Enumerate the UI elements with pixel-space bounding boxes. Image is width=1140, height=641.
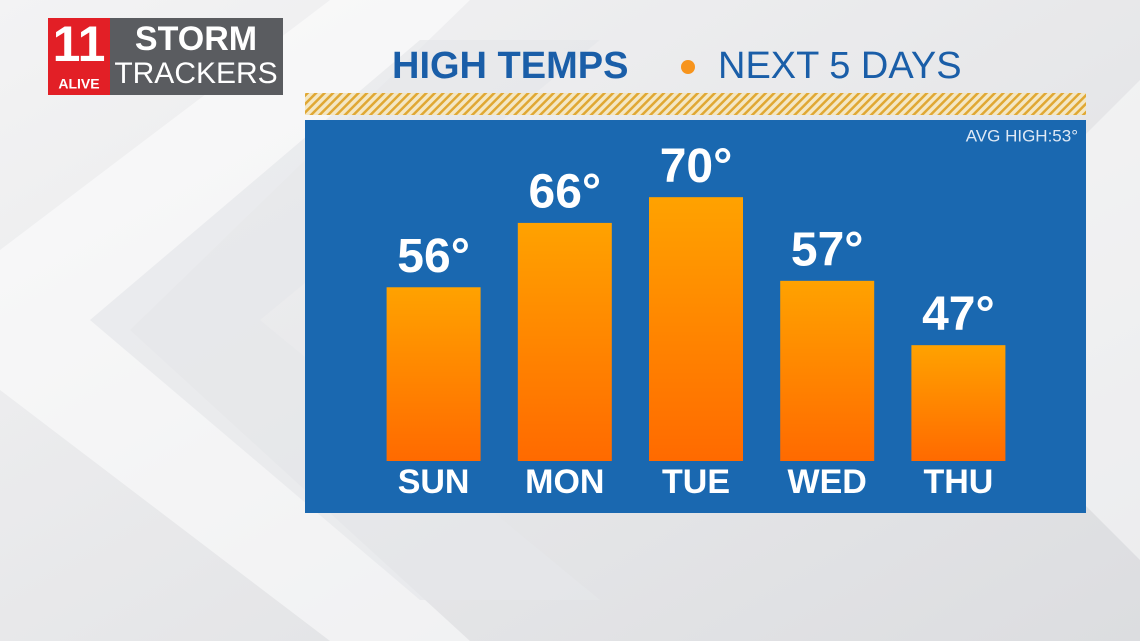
chart-subtitle: NEXT 5 DAYS [718, 45, 962, 87]
logo-red [48, 18, 110, 95]
value-label: 57° [791, 223, 864, 276]
bar [780, 280, 875, 461]
logo-line2: TRACKERS [114, 57, 277, 90]
logo-gray [110, 18, 283, 95]
title-dot [681, 60, 695, 74]
x-tick-label: THU [923, 463, 993, 501]
value-label: 66° [529, 166, 602, 219]
bar [517, 222, 612, 461]
bar [649, 197, 743, 461]
value-label: 47° [922, 288, 995, 341]
x-tick-label: SUN [398, 463, 470, 501]
stripe-band [305, 93, 1086, 115]
annotation: AVG HIGH:53° [966, 126, 1078, 145]
logo-line1: STORM [135, 20, 257, 58]
chart-title: HIGH TEMPS [392, 45, 628, 87]
value-label: 70° [660, 140, 733, 193]
logo: 11 ALIVE STORM TRACKERS [48, 16, 283, 95]
plot: 56° SUN 66° MON 70° TUE 57° WED 47° THU [386, 140, 1006, 501]
x-tick-label: MON [525, 463, 604, 501]
value-label: 56° [397, 230, 470, 283]
x-tick-label: TUE [662, 463, 730, 501]
logo-station: ALIVE [58, 76, 99, 92]
bar [386, 287, 481, 461]
bar [911, 345, 1006, 461]
logo-number: 11 [53, 16, 106, 72]
x-tick-label: WED [788, 463, 867, 501]
